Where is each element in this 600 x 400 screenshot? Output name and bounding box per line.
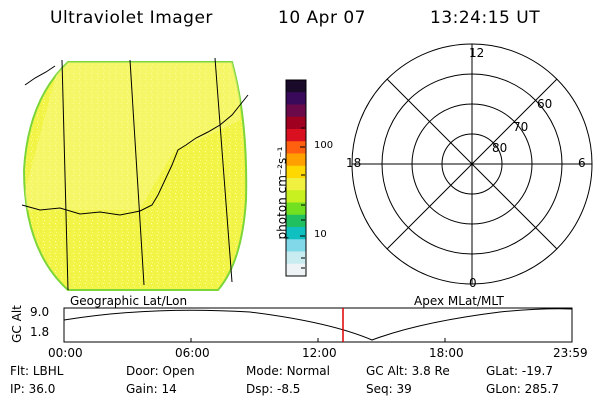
status-glat-value: -19.7 — [521, 364, 553, 378]
colorbar-segment — [286, 190, 306, 203]
colorbar-segment — [286, 153, 306, 167]
status-seq-label: Seq: — [366, 382, 393, 396]
colorbar-segment — [286, 141, 306, 154]
colorbar-border — [285, 79, 307, 277]
status-mode-value: Normal — [286, 364, 330, 378]
colorbar-segment — [286, 92, 306, 105]
timeline-ylabel: GC Alt — [10, 305, 24, 343]
status-glon: GLon: 285.7 — [486, 382, 559, 396]
mlt-label-18: 18 — [346, 156, 362, 170]
colorbar-segment — [286, 214, 306, 228]
status-filter: Flt: LBHL — [10, 364, 63, 378]
timeline-ytick-high: 9.0 — [30, 305, 50, 319]
left-panel-caption: Geographic Lat/Lon — [70, 294, 188, 308]
status-glat: GLat: -19.7 — [486, 364, 553, 378]
date-label: 10 Apr 07 — [278, 8, 366, 28]
timeline-xtick-3: 18:00 — [429, 346, 464, 360]
status-gain-label: Gain: — [126, 382, 158, 396]
mlt-label-12: 12 — [469, 46, 485, 60]
status-gc-alt-value: 3.8 Re — [411, 364, 450, 378]
colorbar-tick-100: 100 — [314, 140, 334, 151]
timeline-ytick-low: 1.8 — [30, 325, 50, 339]
status-ip-value: 36.0 — [28, 382, 56, 396]
status-mode: Mode: Normal — [246, 364, 330, 378]
right-panel-caption: Apex MLat/MLT — [414, 294, 504, 308]
status-seq: Seq: 39 — [366, 382, 412, 396]
colorbar — [285, 79, 307, 277]
polar-plot — [351, 43, 593, 285]
status-dsp-label: Dsp: — [246, 382, 274, 396]
colorbar-segment — [286, 116, 306, 130]
status-ip-label: IP: — [10, 382, 25, 396]
geographic-grid — [61, 57, 233, 291]
timeline-xtick-2: 12:00 — [302, 346, 337, 360]
status-door-label: Door: — [126, 364, 159, 378]
status-dsp: Dsp: -8.5 — [246, 382, 300, 396]
app-title: Ultraviolet Imager — [50, 8, 213, 28]
status-gain: Gain: 14 — [126, 382, 177, 396]
coastline — [21, 65, 249, 216]
colorbar-segment — [286, 178, 306, 191]
mlat-label-80: 80 — [492, 141, 508, 155]
status-gain-value: 14 — [161, 382, 177, 396]
status-glat-label: GLat: — [486, 364, 519, 378]
status-mode-label: Mode: — [246, 364, 283, 378]
status-ip: IP: 36.0 — [10, 382, 55, 396]
status-gc-alt-label: GC Alt: — [366, 364, 408, 378]
mlat-label-70: 70 — [513, 120, 529, 134]
colorbar-segment — [286, 227, 306, 240]
status-door: Door: Open — [126, 364, 195, 378]
colorbar-segment — [286, 202, 306, 216]
colorbar-segment — [286, 129, 306, 142]
colorbar-segment — [286, 263, 306, 277]
timeline-xtick-4: 23:59 — [553, 346, 588, 360]
colorbar-segment — [286, 104, 306, 118]
colorbar-unit-label: photon cm⁻²s⁻¹ — [275, 146, 289, 240]
time-label: 13:24:15 UT — [430, 8, 541, 28]
colorbar-segment — [286, 165, 306, 179]
mlt-label-6: 6 — [578, 156, 586, 170]
altitude-timeline — [63, 307, 573, 343]
status-door-value: Open — [162, 364, 195, 378]
status-seq-value: 39 — [396, 382, 412, 396]
status-gc-alt: GC Alt: 3.8 Re — [366, 364, 450, 378]
earth-disk-image — [22, 61, 248, 291]
status-glon-label: GLon: — [486, 382, 521, 396]
colorbar-segment — [286, 239, 306, 252]
mlt-label-0: 0 — [469, 276, 477, 290]
timeline-xtick-1: 06:00 — [175, 346, 210, 360]
status-dsp-value: -8.5 — [276, 382, 301, 396]
status-filter-label: Flt: — [10, 364, 29, 378]
timeline-xtick-0: 00:00 — [48, 346, 83, 360]
status-glon-value: 285.7 — [524, 382, 559, 396]
status-filter-value: LBHL — [32, 364, 64, 378]
colorbar-segment — [286, 80, 306, 93]
colorbar-ticks — [300, 127, 305, 269]
colorbar-tick-10: 10 — [314, 229, 327, 240]
mlat-label-60: 60 — [537, 97, 553, 111]
colorbar-segment — [286, 251, 306, 265]
